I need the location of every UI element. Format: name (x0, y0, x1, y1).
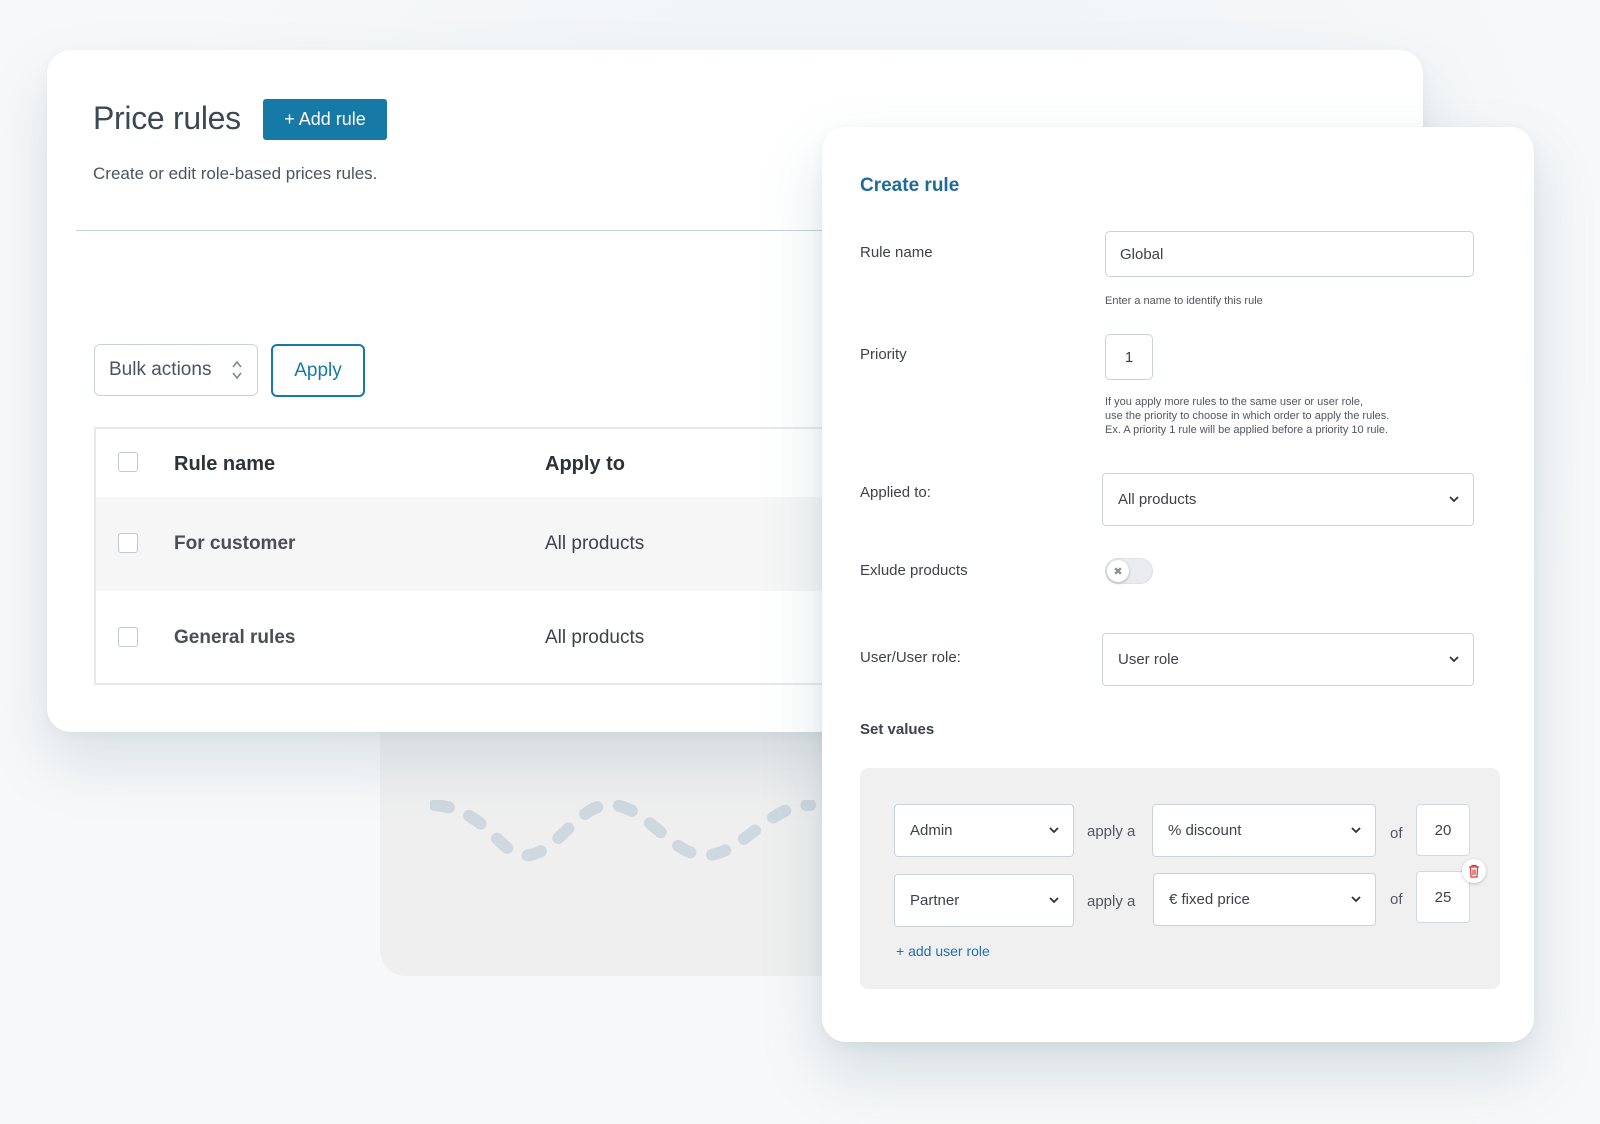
select-all-checkbox[interactable] (118, 452, 138, 472)
exclude-products-label: Exlude products (860, 562, 968, 579)
table-header-row: Rule name Apply to (96, 429, 874, 497)
rule-name-input[interactable]: Global (1105, 231, 1474, 277)
role-select[interactable]: Admin (894, 804, 1074, 857)
add-rule-button[interactable]: + Add rule (263, 99, 387, 140)
chevron-down-icon (1351, 895, 1361, 902)
page-description: Create or edit role-based prices rules. (93, 164, 378, 183)
price-type-select[interactable]: € fixed price (1153, 873, 1376, 926)
priority-help-line: Ex. A priority 1 rule will be applied be… (1105, 424, 1389, 436)
add-user-role-link[interactable]: + add user role (896, 943, 990, 959)
amount-input[interactable]: 25 (1416, 871, 1470, 923)
applied-to-label: Applied to: (860, 484, 931, 501)
column-header-rule-name[interactable]: Rule name (174, 453, 276, 475)
exclude-products-toggle[interactable]: ✖ (1105, 558, 1153, 584)
row-checkbox[interactable] (118, 627, 138, 647)
role-select[interactable]: Partner (894, 874, 1074, 927)
rule-name-cell[interactable]: For customer (174, 533, 296, 554)
priority-help-line: If you apply more rules to the same user… (1105, 396, 1364, 408)
delete-role-button[interactable] (1462, 859, 1486, 883)
trash-icon (1469, 864, 1479, 878)
of-text: of (1390, 825, 1403, 842)
apply-a-text: apply a (1087, 823, 1136, 840)
price-type-select[interactable]: % discount (1152, 804, 1376, 857)
column-header-apply-to[interactable]: Apply to (545, 453, 625, 475)
role-value: Partner (910, 892, 960, 909)
applied-to-value: All products (1118, 491, 1197, 508)
rule-name-help: Enter a name to identify this rule (1105, 295, 1263, 307)
priority-help-line: use the priority to choose in which orde… (1105, 410, 1390, 422)
rules-table: Rule name Apply to For customer All prod… (94, 427, 874, 685)
row-checkbox[interactable] (118, 533, 138, 553)
create-rule-panel: Create rule Rule name Global Enter a nam… (822, 127, 1534, 1042)
priority-value: 1 (1124, 348, 1134, 366)
amount-input[interactable]: 20 (1416, 804, 1470, 856)
rule-name-label: Rule name (860, 244, 933, 261)
page-title: Price rules (93, 100, 241, 136)
chevron-down-icon (1449, 655, 1459, 662)
applied-to-select[interactable]: All products (1102, 473, 1474, 526)
price-type-value: % discount (1168, 822, 1242, 839)
amount-value: 20 (1434, 821, 1452, 839)
amount-value: 25 (1434, 888, 1452, 906)
apply-a-text: apply a (1087, 893, 1136, 910)
role-value: Admin (910, 822, 953, 839)
set-values-container: Admin apply a % discount of 20 Partner a… (860, 768, 1500, 989)
chevron-down-icon (1449, 495, 1459, 502)
chevron-down-icon (1049, 896, 1059, 903)
user-role-select[interactable]: User role (1102, 633, 1474, 686)
apply-button[interactable]: Apply (271, 344, 365, 397)
divider (76, 230, 876, 231)
table-row[interactable]: General rules All products (96, 591, 874, 685)
chevron-down-icon (1351, 826, 1361, 833)
priority-help: If you apply more rules to the same user… (1105, 395, 1389, 437)
apply-to-cell: All products (545, 627, 645, 648)
price-type-value: € fixed price (1169, 891, 1250, 908)
panel-title: Create rule (860, 175, 960, 196)
chevron-down-icon (1049, 826, 1059, 833)
apply-to-cell: All products (545, 533, 645, 554)
user-role-value: User role (1118, 651, 1179, 668)
rule-name-value: Global (1120, 245, 1164, 263)
table-row[interactable]: For customer All products (96, 497, 874, 591)
user-role-label: User/User role: (860, 649, 961, 666)
priority-input[interactable]: 1 (1105, 334, 1153, 380)
bulk-actions-value: Bulk actions (109, 359, 212, 380)
up-down-chevron-icon (232, 360, 242, 380)
priority-label: Priority (860, 346, 907, 363)
set-values-title: Set values (860, 721, 935, 738)
of-text: of (1390, 891, 1403, 908)
rule-name-cell[interactable]: General rules (174, 627, 296, 648)
close-icon: ✖ (1107, 560, 1129, 582)
decorative-dashed-wave (430, 800, 816, 862)
bulk-actions-select[interactable]: Bulk actions (94, 344, 258, 396)
